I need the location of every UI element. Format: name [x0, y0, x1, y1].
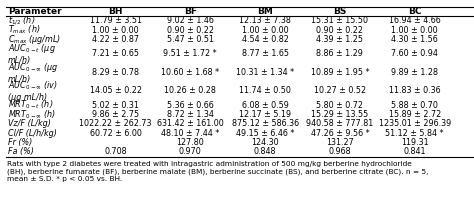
Text: 6.08 ± 0.59: 6.08 ± 0.59 — [242, 101, 289, 110]
Text: Cl/F (L/h/kg): Cl/F (L/h/kg) — [8, 129, 57, 138]
Text: 10.27 ± 0.52: 10.27 ± 0.52 — [314, 87, 366, 95]
Text: 4.22 ± 0.87: 4.22 ± 0.87 — [92, 35, 139, 44]
Text: 940.58 ± 777.81: 940.58 ± 777.81 — [306, 119, 374, 128]
Text: 1022.22 ± 262.73: 1022.22 ± 262.73 — [79, 119, 152, 128]
Text: Fa (%): Fa (%) — [8, 147, 34, 156]
Text: 8.77 ± 1.65: 8.77 ± 1.65 — [242, 49, 289, 58]
Text: 8.72 ± 1.34: 8.72 ± 1.34 — [167, 110, 214, 119]
Text: BC: BC — [408, 7, 421, 16]
Text: 8.86 ± 1.29: 8.86 ± 1.29 — [317, 49, 363, 58]
Text: 5.80 ± 0.72: 5.80 ± 0.72 — [316, 101, 364, 110]
Text: 16.94 ± 4.66: 16.94 ± 4.66 — [389, 16, 440, 25]
Text: Rats with type 2 diabetes were treated with intragastric administration of 500 m: Rats with type 2 diabetes were treated w… — [7, 161, 428, 182]
Text: AUC$_{0-t}$ (μg
mL/h): AUC$_{0-t}$ (μg mL/h) — [8, 42, 56, 65]
Text: 5.88 ± 0.70: 5.88 ± 0.70 — [391, 101, 438, 110]
Text: 10.31 ± 1.34 *: 10.31 ± 1.34 * — [236, 68, 294, 77]
Text: 124.30: 124.30 — [251, 138, 279, 147]
Text: 5.36 ± 0.66: 5.36 ± 0.66 — [167, 101, 214, 110]
Text: 9.86 ± 2.75: 9.86 ± 2.75 — [92, 110, 139, 119]
Text: 0.970: 0.970 — [179, 147, 201, 156]
Text: MRT$_{0-∞}$ (h): MRT$_{0-∞}$ (h) — [8, 108, 56, 121]
Text: BS: BS — [333, 7, 346, 16]
Text: 9.02 ± 1.46: 9.02 ± 1.46 — [167, 16, 214, 25]
Text: 0.968: 0.968 — [328, 147, 351, 156]
Text: 10.89 ± 1.95 *: 10.89 ± 1.95 * — [310, 68, 369, 77]
Text: 119.31: 119.31 — [401, 138, 428, 147]
Text: 12.13 ± 7.38: 12.13 ± 7.38 — [239, 16, 291, 25]
Text: Parameter: Parameter — [8, 7, 62, 16]
Text: t$_{1/2}$ (h): t$_{1/2}$ (h) — [8, 14, 36, 27]
Text: 11.74 ± 0.50: 11.74 ± 0.50 — [239, 87, 291, 95]
Text: 9.51 ± 1.72 *: 9.51 ± 1.72 * — [164, 49, 217, 58]
Text: 0.848: 0.848 — [254, 147, 276, 156]
Text: 0.90 ± 0.22: 0.90 ± 0.22 — [316, 25, 364, 35]
Text: T$_{max}$ (h): T$_{max}$ (h) — [8, 24, 41, 36]
Text: 1.00 ± 0.00: 1.00 ± 0.00 — [92, 25, 139, 35]
Text: 7.60 ± 0.94: 7.60 ± 0.94 — [391, 49, 438, 58]
Text: MRT$_{0-t}$ (h): MRT$_{0-t}$ (h) — [8, 99, 54, 111]
Text: Fr (%): Fr (%) — [8, 138, 32, 147]
Text: 10.26 ± 0.28: 10.26 ± 0.28 — [164, 87, 216, 95]
Text: 11.79 ± 3.51: 11.79 ± 3.51 — [90, 16, 142, 25]
Text: 14.05 ± 0.22: 14.05 ± 0.22 — [90, 87, 142, 95]
Text: Vz/F (L/kg): Vz/F (L/kg) — [8, 119, 51, 128]
Text: 0.841: 0.841 — [403, 147, 426, 156]
Text: 131.27: 131.27 — [326, 138, 354, 147]
Text: 5.47 ± 0.51: 5.47 ± 0.51 — [167, 35, 214, 44]
Text: 15.89 ± 2.72: 15.89 ± 2.72 — [389, 110, 441, 119]
Text: 0.708: 0.708 — [104, 147, 127, 156]
Text: C$_{max}$ (μg/mL): C$_{max}$ (μg/mL) — [8, 33, 61, 46]
Text: 5.02 ± 0.31: 5.02 ± 0.31 — [92, 101, 139, 110]
Text: 47.26 ± 9.56 *: 47.26 ± 9.56 * — [310, 129, 369, 138]
Text: 4.54 ± 0.82: 4.54 ± 0.82 — [242, 35, 289, 44]
Text: 4.39 ± 1.25: 4.39 ± 1.25 — [316, 35, 364, 44]
Text: 12.17 ± 5.19: 12.17 ± 5.19 — [239, 110, 291, 119]
Text: 7.21 ± 0.65: 7.21 ± 0.65 — [92, 49, 139, 58]
Text: BF: BF — [184, 7, 197, 16]
Text: 48.10 ± 7.44 *: 48.10 ± 7.44 * — [161, 129, 219, 138]
Text: AUC$_{0-∞}$ (μg
mL/h): AUC$_{0-∞}$ (μg mL/h) — [8, 60, 58, 84]
Text: 0.90 ± 0.22: 0.90 ± 0.22 — [167, 25, 214, 35]
Text: 9.89 ± 1.28: 9.89 ± 1.28 — [391, 68, 438, 77]
Text: 15.29 ± 13.55: 15.29 ± 13.55 — [311, 110, 368, 119]
Text: 60.72 ± 6.00: 60.72 ± 6.00 — [90, 129, 141, 138]
Text: 49.15 ± 6.46 *: 49.15 ± 6.46 * — [236, 129, 294, 138]
Text: 1.00 ± 0.00: 1.00 ± 0.00 — [242, 25, 288, 35]
Text: BH: BH — [108, 7, 123, 16]
Text: BM: BM — [257, 7, 273, 16]
Text: 1235.01 ± 296.39: 1235.01 ± 296.39 — [379, 119, 451, 128]
Text: 1.00 ± 0.00: 1.00 ± 0.00 — [392, 25, 438, 35]
Text: 10.60 ± 1.68 *: 10.60 ± 1.68 * — [161, 68, 219, 77]
Text: 8.29 ± 0.78: 8.29 ± 0.78 — [92, 68, 139, 77]
Text: 15.31 ± 15.50: 15.31 ± 15.50 — [311, 16, 368, 25]
Text: 875.12 ± 586.36: 875.12 ± 586.36 — [231, 119, 299, 128]
Text: 4.30 ± 1.56: 4.30 ± 1.56 — [391, 35, 438, 44]
Text: 127.80: 127.80 — [176, 138, 204, 147]
Text: 631.42 ± 161.00: 631.42 ± 161.00 — [157, 119, 224, 128]
Text: 51.12 ± 5.84 *: 51.12 ± 5.84 * — [385, 129, 444, 138]
Text: 11.83 ± 0.36: 11.83 ± 0.36 — [389, 87, 440, 95]
Text: AUC$_{0-∞}$ (iv)
(μg mL/h): AUC$_{0-∞}$ (iv) (μg mL/h) — [8, 79, 58, 102]
